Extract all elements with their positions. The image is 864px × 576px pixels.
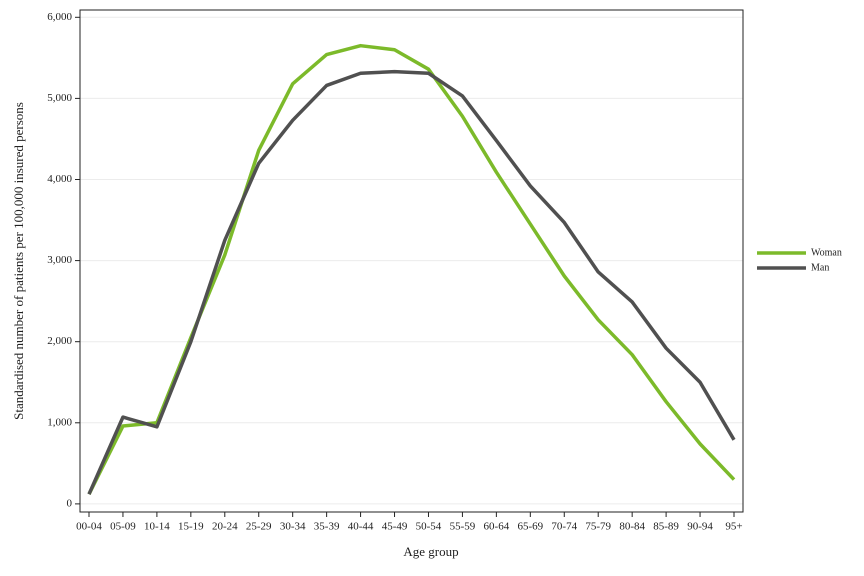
x-tick-label: 30-34 [280,521,306,533]
y-tick-label: 3,000 [47,254,72,266]
x-tick-label: 75-79 [585,521,611,533]
x-tick-label: 85-89 [653,521,679,533]
x-tick-label: 55-59 [450,521,476,533]
y-tick-label: 0 [67,497,73,509]
x-tick-label: 50-54 [416,521,442,533]
x-tick-label: 10-14 [144,521,170,533]
x-tick-label: 00-04 [76,521,102,533]
y-tick-label: 5,000 [47,92,72,104]
x-tick-label: 45-49 [382,521,408,533]
x-tick-label: 35-39 [314,521,340,533]
x-tick-label: 05-09 [110,521,136,533]
x-tick-label: 95+ [725,521,742,533]
y-axis-label: Standardised number of patients per 100,… [11,102,26,420]
legend-label: Man [811,262,829,273]
y-tick-label: 4,000 [47,173,72,185]
x-tick-label: 90-94 [687,521,713,533]
x-tick-label: 80-84 [619,521,645,533]
legend-label: Woman [811,247,842,258]
y-tick-label: 6,000 [47,11,72,23]
x-tick-label: 15-19 [178,521,204,533]
series-line [87,69,736,495]
x-tick-label: 25-29 [246,521,272,533]
plot-frame [79,9,744,513]
x-tick-label: 65-69 [517,521,543,533]
x-axis-label: Age group [403,544,458,559]
y-tick-label: 1,000 [47,416,72,428]
x-tick-label: 70-74 [551,521,577,533]
x-tick-label: 40-44 [348,521,374,533]
x-tick-label: 20-24 [212,521,238,533]
x-tick-label: 60-64 [484,521,510,533]
y-tick-label: 2,000 [47,335,72,347]
